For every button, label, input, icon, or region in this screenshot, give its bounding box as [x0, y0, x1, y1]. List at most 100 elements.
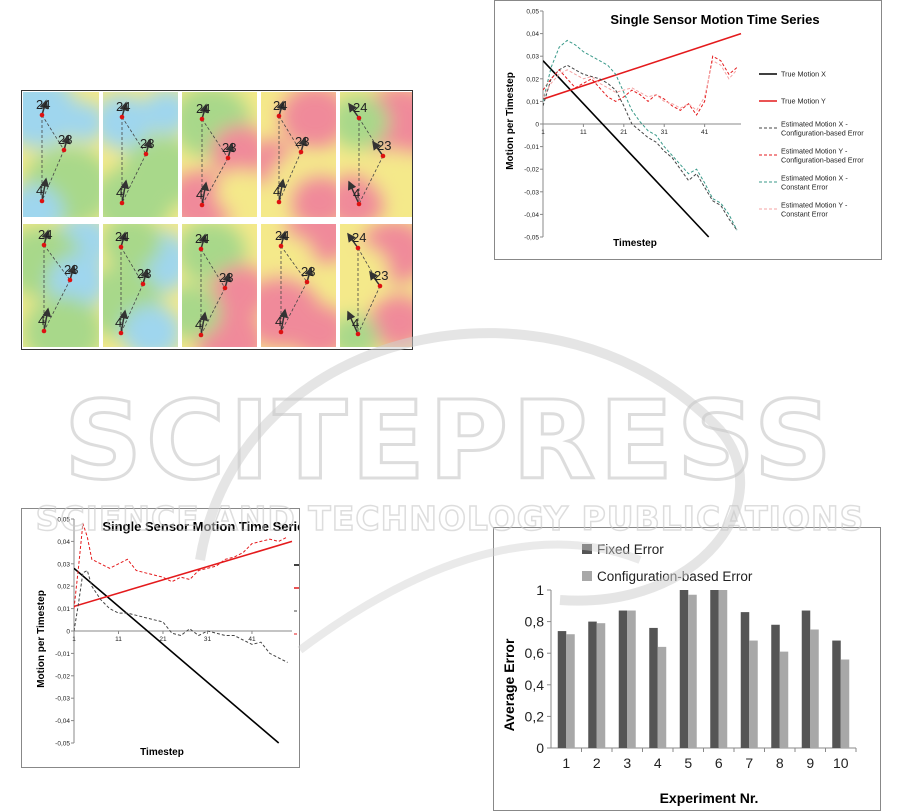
- x-tick-label: 6: [715, 755, 723, 771]
- sensor-label: 24: [115, 229, 129, 244]
- series-line-2: [543, 32, 742, 100]
- y-tick-label: 0,02: [526, 76, 539, 83]
- sensor-dot: [298, 149, 304, 155]
- sensor-label: 23: [137, 266, 151, 281]
- y-tick-label: 0,04: [526, 31, 539, 38]
- motion-arrow: [120, 179, 130, 204]
- sensor-dot: [198, 246, 204, 252]
- sensor-dot: [67, 277, 73, 283]
- x-tick-label: 1: [562, 755, 570, 771]
- y-tick-label: -0,05: [524, 235, 539, 242]
- bar-config-10: [840, 659, 850, 748]
- bar-fixed-2: [588, 621, 597, 748]
- sensor-dot: [276, 113, 282, 119]
- y-tick-label: 0,03: [57, 561, 70, 568]
- sensor-link: [43, 279, 71, 332]
- heatmap-cell: 24 23 4: [339, 222, 412, 347]
- bar-fixed-4: [649, 627, 658, 748]
- series-line-1: [74, 567, 280, 744]
- motion-arrow: [278, 230, 288, 247]
- series-line-4: [543, 55, 738, 116]
- sensor-label: 4: [275, 314, 282, 329]
- heatmap-cell: 24 23 4: [181, 92, 257, 217]
- motion-arrow: [42, 307, 52, 332]
- sensor-label: 23: [222, 140, 236, 155]
- sensor-link: [278, 115, 302, 153]
- series-line-1: [543, 60, 710, 238]
- sensor-heatmap-grid: 24 23 4 24 23 4 24 23 4 24 23 4 24 23 4 24 23 4 24 23 4 24 23 4…: [21, 90, 413, 350]
- grid-separator: [22, 217, 412, 224]
- sensor-link: [41, 149, 65, 202]
- sensor-link: [43, 244, 71, 281]
- motion-arrow: [200, 181, 210, 206]
- x-tick-label: 41: [248, 636, 256, 643]
- sensor-label: 23: [301, 264, 315, 279]
- sensor-link: [280, 245, 308, 283]
- sensor-dot: [377, 283, 383, 289]
- y-tick-label: -0,03: [55, 696, 70, 703]
- motion-arrow: [140, 268, 150, 285]
- heatmap-blob: [23, 92, 78, 148]
- sensor-label: 23: [140, 136, 154, 151]
- bottom-chart-title: Single Sensor Motion Time Series: [102, 519, 299, 534]
- motion-arrow: [119, 309, 129, 334]
- sensor-link: [121, 153, 147, 204]
- motion-arrow: [372, 140, 384, 157]
- bar-chart-svg: Experiment Nr. Average Error 0 0,2 0,4 0,6 0…: [501, 542, 857, 806]
- y-tick-label: 0,8: [525, 614, 545, 630]
- sensor-dot: [118, 244, 124, 250]
- heatmap-cell: 24 23 4: [260, 92, 336, 217]
- bar-fixed-1: [557, 631, 567, 748]
- x-tick-label: 9: [806, 755, 814, 771]
- bar-config-2: [596, 623, 606, 748]
- sensor-link: [200, 248, 226, 289]
- series-line-2: [74, 540, 293, 608]
- legend-label: Fixed Error: [597, 542, 664, 557]
- bar-config-4: [657, 646, 667, 748]
- y-tick-label: 0: [66, 629, 70, 636]
- x-tick-label: 3: [623, 755, 631, 771]
- sensor-label: 4: [273, 184, 280, 199]
- heatmap-cell: 24 23 4: [23, 222, 99, 347]
- sensor-link: [200, 287, 226, 336]
- y-tick-label: 0,01: [57, 606, 70, 613]
- x-tick-label: 10: [833, 755, 849, 771]
- bottom-chart-xlabel: Timestep: [140, 747, 184, 758]
- y-tick-label: 0,05: [57, 517, 70, 524]
- bar-config-6: [718, 590, 728, 748]
- bar-fixed-5: [679, 590, 689, 748]
- y-tick-label: 0,2: [525, 708, 545, 724]
- y-tick-label: -0,02: [55, 673, 70, 680]
- heatmap-cell: 24 23 4: [102, 222, 178, 347]
- heatmap-blob: [339, 245, 389, 299]
- sensor-label: 4: [196, 187, 203, 202]
- sensor-dot: [119, 114, 125, 120]
- sensor-dot: [119, 200, 125, 206]
- y-tick-label: 0,05: [526, 9, 539, 16]
- y-tick-label: -0,03: [524, 189, 539, 196]
- bar-chart-xlabel: Experiment Nr.: [660, 790, 759, 806]
- x-tick-label: 4: [654, 755, 662, 771]
- sensor-dot: [140, 281, 146, 287]
- motion-arrow: [348, 102, 360, 119]
- bar-fixed-10: [832, 640, 841, 748]
- y-tick-label: 0,03: [526, 54, 539, 61]
- x-tick-label: 8: [776, 755, 784, 771]
- heatmap-blob: [211, 265, 257, 319]
- y-tick-label: 0: [536, 740, 544, 756]
- sensor-label: 24: [275, 228, 289, 243]
- motion-arrow: [369, 270, 381, 287]
- sensor-link: [357, 285, 381, 335]
- heatmap-blob: [369, 149, 412, 195]
- heatmap-cell: 24 23 4: [23, 92, 99, 217]
- average-error-bar-chart: Experiment Nr. Average Error 0 0,2 0,4 0,6 0…: [493, 527, 881, 811]
- heatmap-blob: [216, 169, 257, 215]
- motion-arrow: [143, 138, 153, 155]
- sensor-link: [120, 246, 144, 285]
- heatmap-cell: 24 23 4: [339, 92, 412, 217]
- y-tick-label: 0: [535, 122, 539, 129]
- heatmap-blob: [48, 255, 99, 309]
- bar-fixed-8: [771, 624, 780, 748]
- legend-swatch: [582, 571, 592, 581]
- x-tick-label: 31: [204, 636, 212, 643]
